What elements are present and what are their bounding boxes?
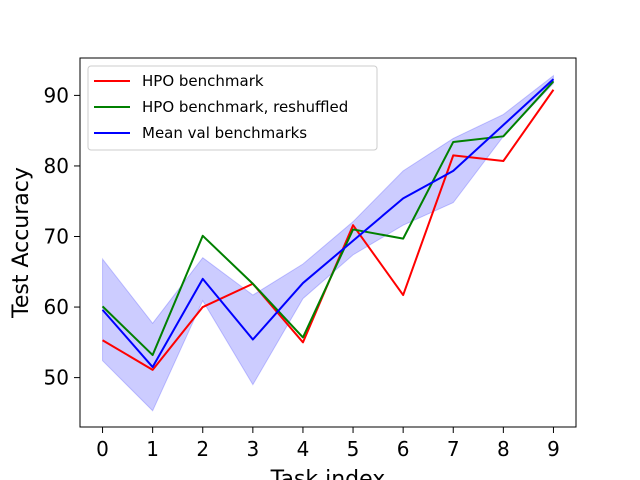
- x-tick-label: 1: [146, 437, 159, 461]
- legend-label: Mean val benchmarks: [142, 124, 307, 142]
- line-series-2: [101, 78, 555, 369]
- series-lines: [101, 78, 555, 371]
- x-tick-label: 3: [246, 437, 259, 461]
- x-tick-label: 5: [347, 437, 360, 461]
- plot-frame: [79, 57, 577, 428]
- x-tick-label: 6: [397, 437, 410, 461]
- x-tick-label: 2: [196, 437, 209, 461]
- y-tick-label: 60: [44, 295, 69, 319]
- y-axis-label: Test Accuracy: [9, 167, 34, 319]
- legend: HPO benchmark HPO benchmark, reshuffled Me…: [87, 65, 378, 151]
- legend-label: HPO benchmark: [142, 72, 264, 90]
- y-axis-ticks: 50 60 70 80 90: [44, 83, 80, 390]
- y-tick-label: 90: [44, 83, 69, 107]
- y-tick-label: 80: [44, 154, 69, 178]
- x-axis-ticks: 0 1 2 3 4 5 6 7 8 9: [96, 427, 560, 461]
- x-tick-label: 8: [497, 437, 510, 461]
- band-series-2: [102, 74, 554, 412]
- x-tick-label: 4: [297, 437, 310, 461]
- x-tick-label: 0: [96, 437, 109, 461]
- confidence-bands: [102, 74, 554, 412]
- legend-label: HPO benchmark, reshuffled: [142, 98, 348, 116]
- x-axis-label: Task index: [270, 467, 386, 480]
- legend-box: [87, 65, 378, 151]
- y-tick-label: 70: [44, 225, 69, 249]
- x-tick-label: 7: [447, 437, 460, 461]
- y-tick-label: 50: [44, 366, 69, 390]
- line-series-1: [101, 80, 555, 357]
- x-tick-label: 9: [547, 437, 560, 461]
